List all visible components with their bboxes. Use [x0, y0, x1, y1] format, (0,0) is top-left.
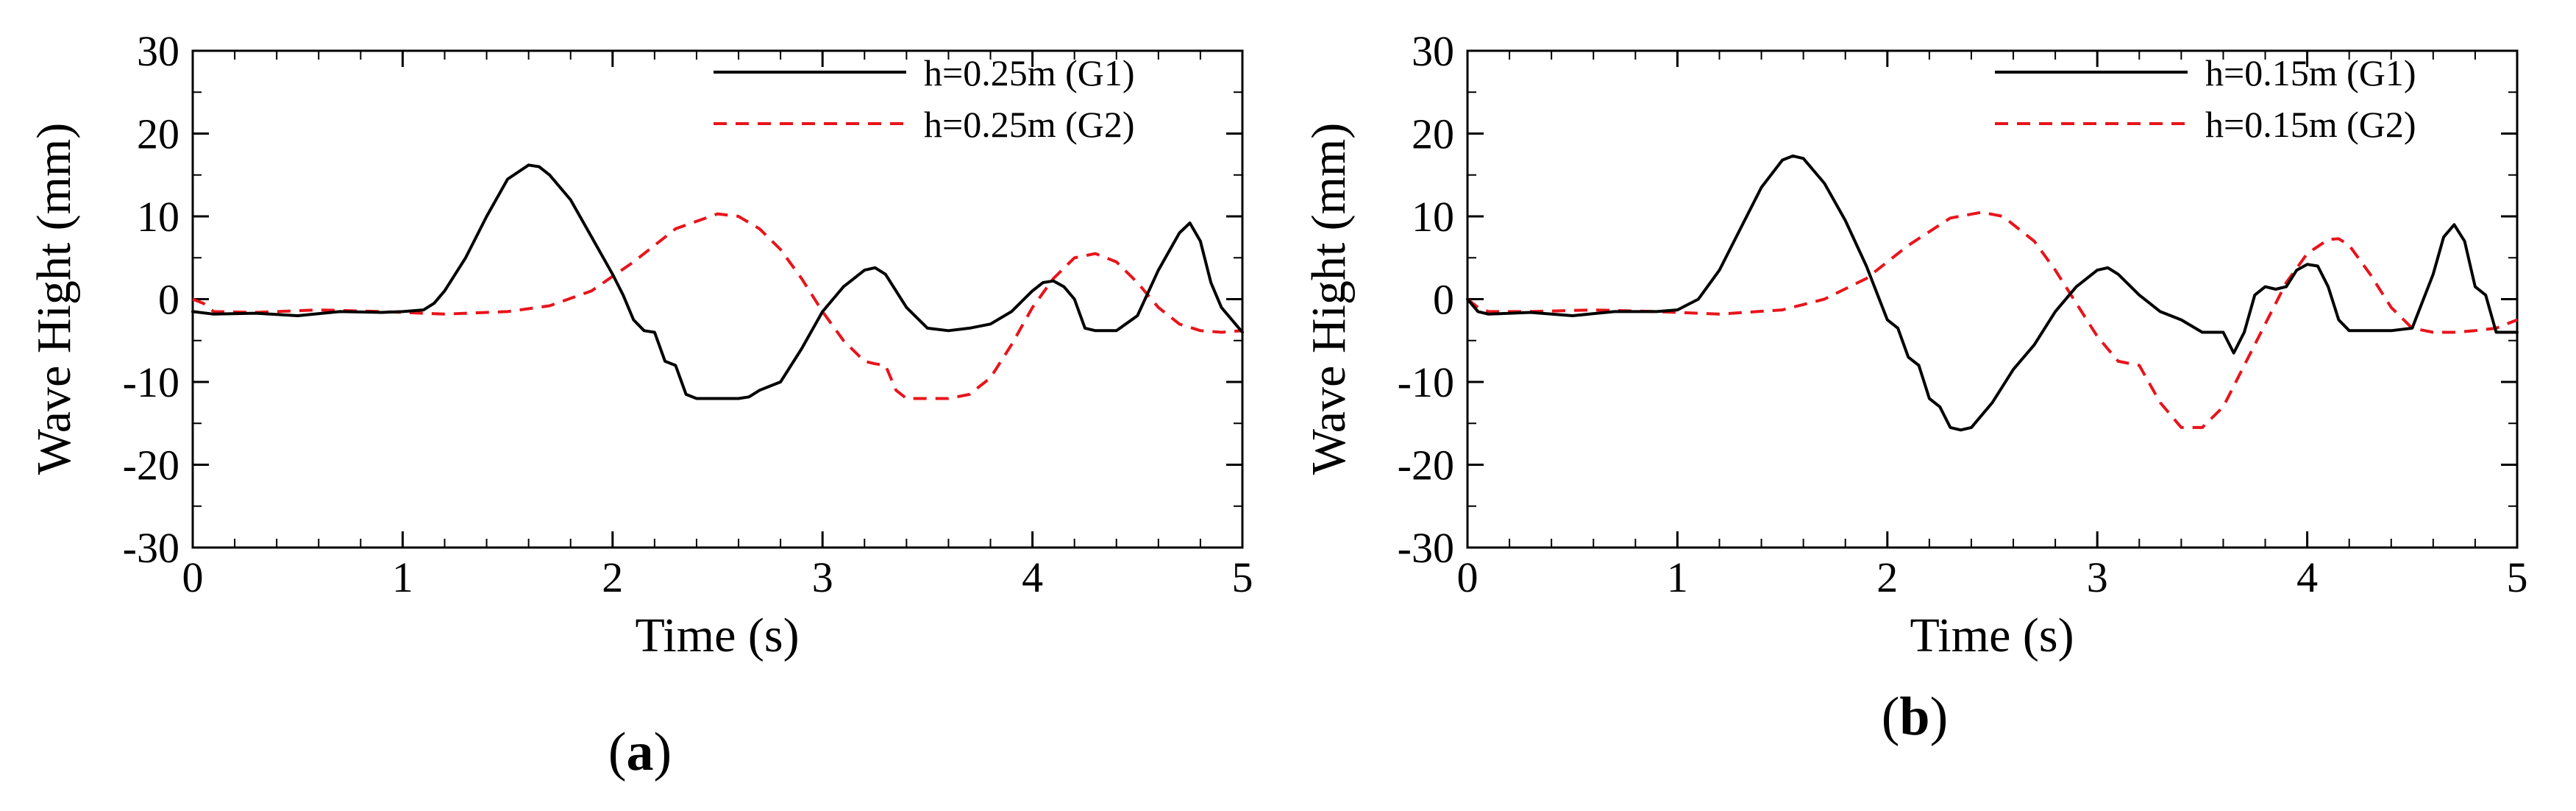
- series-line-g1: [193, 165, 1242, 398]
- x-tick-label: 1: [392, 553, 413, 601]
- y-axis-title: Wave Hight (mm): [27, 123, 81, 475]
- x-tick-label: 3: [2087, 553, 2108, 601]
- x-tick-label: 0: [1457, 553, 1479, 601]
- x-tick-label: 3: [812, 553, 833, 601]
- y-tick-label: 10: [137, 193, 179, 241]
- panel-label: (b): [1882, 687, 1948, 747]
- series-line-g2: [193, 214, 1242, 399]
- x-axis-title: Time (s): [1910, 609, 2074, 662]
- x-tick-label: 4: [2296, 553, 2318, 601]
- y-tick-label: -20: [1398, 442, 1454, 489]
- y-axis-title: Wave Hight (mm): [1302, 123, 1356, 475]
- y-tick-label: 20: [137, 110, 179, 158]
- y-tick-label: -30: [123, 524, 179, 572]
- y-tick-label: 30: [137, 27, 179, 75]
- x-tick-label: 2: [602, 553, 623, 601]
- y-tick-label: 10: [1412, 193, 1454, 241]
- series-line-g1: [1467, 156, 2517, 430]
- x-tick-label: 4: [1022, 553, 1043, 601]
- legend-label-g1: h=0.25m (G1): [924, 52, 1135, 93]
- y-tick-label: 30: [1412, 27, 1454, 75]
- x-tick-label: 0: [182, 553, 204, 601]
- x-tick-label: 5: [2507, 553, 2528, 601]
- y-tick-label: -10: [1398, 358, 1454, 406]
- series-layer: [1467, 156, 2517, 430]
- x-tick-label: 1: [1667, 553, 1688, 601]
- legend-label-g2: h=0.15m (G2): [2205, 104, 2416, 145]
- series-line-g2: [1467, 212, 2517, 428]
- y-tick-label: 0: [158, 276, 179, 324]
- y-tick-label: -30: [1398, 524, 1454, 572]
- x-axis-title: Time (s): [635, 609, 799, 662]
- series-layer: [193, 165, 1242, 398]
- legend: h=0.15m (G1) h=0.15m (G2): [1995, 52, 2416, 145]
- legend: h=0.25m (G1) h=0.25m (G2): [714, 52, 1135, 145]
- legend-label-g2: h=0.25m (G2): [924, 104, 1135, 145]
- x-tick-label: 2: [1876, 553, 1898, 601]
- y-tick-label: 0: [1433, 276, 1454, 324]
- y-tick-label: -10: [123, 358, 179, 406]
- legend-label-g1: h=0.15m (G1): [2205, 52, 2416, 93]
- chart-panel-a: 0 1 2 3 4 5 -30 -20 -10 0 10 20 30 h=0.25m (G1) h=0.…: [27, 27, 1253, 782]
- panel-label: (a): [608, 722, 672, 782]
- chart-panel-b: 0 1 2 3 4 5 -30 -20 -10 0 10 20 30 h=0.15m (G1) h=0.…: [1302, 27, 2528, 747]
- y-tick-label: 20: [1412, 110, 1454, 158]
- y-tick-label: -20: [123, 442, 179, 489]
- x-tick-label: 5: [1232, 553, 1253, 601]
